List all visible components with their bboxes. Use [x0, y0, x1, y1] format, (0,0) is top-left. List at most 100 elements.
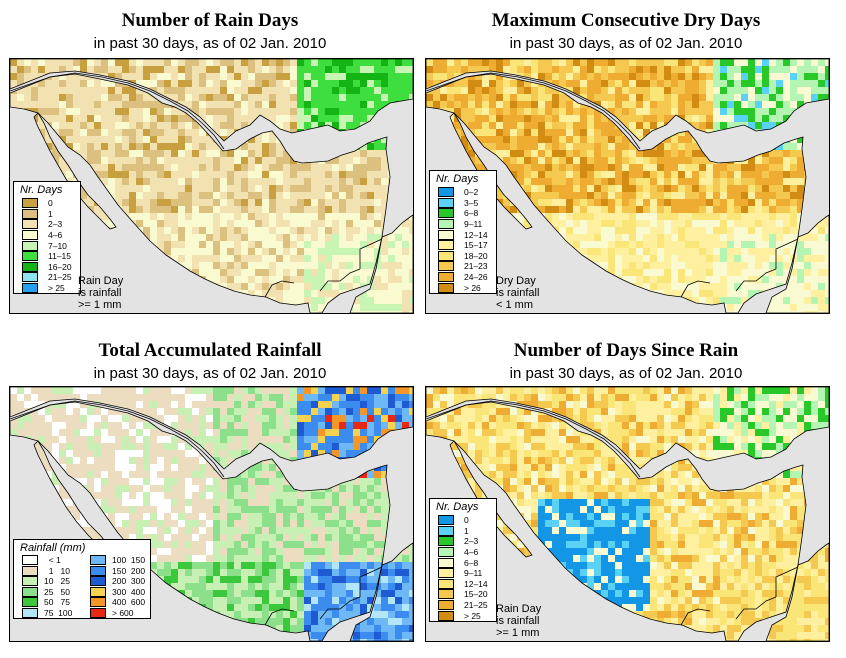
- legend-item: 4–6: [14, 230, 80, 241]
- legend-swatch: [22, 597, 38, 608]
- coastline: [765, 214, 829, 313]
- legend-label: 24–26: [464, 272, 488, 283]
- legend-label: 21–23: [464, 261, 488, 272]
- legend-label: 12–14: [464, 578, 488, 589]
- panel-subtitle: in past 30 days, as of 02 Jan. 2010: [509, 35, 743, 52]
- legend-swatch: [438, 610, 454, 621]
- legend-title: Rainfall (mm): [20, 542, 86, 554]
- legend-item: 7–10: [14, 240, 80, 251]
- legend-item: 200 300: [86, 576, 150, 587]
- legend-label: 0: [464, 515, 469, 526]
- legend-label: 75 100: [44, 607, 73, 618]
- coastline: [765, 542, 829, 641]
- legend-swatch: [90, 586, 106, 597]
- legend-label: > 25: [464, 610, 481, 621]
- note-line: is rainfall: [78, 287, 122, 299]
- legend-item: 0–2: [430, 187, 496, 198]
- legend-label: 9–11: [464, 568, 483, 579]
- legend-label: 0: [48, 198, 53, 209]
- legend-item: > 25: [14, 283, 80, 294]
- legend-label: 2–3: [464, 536, 479, 547]
- legend-label: 16–20: [48, 261, 72, 272]
- map-total-rainfall: Rainfall (mm) < 1 100 150 1 10 150 200 10 2…: [9, 386, 414, 642]
- map-legend: Nr. Days 0 1 2–3 4–6 7–10 11–15 16–20 21–25 > 25: [13, 181, 81, 295]
- legend-item: 15–17: [430, 240, 496, 251]
- legend-item: 9–11: [430, 219, 496, 230]
- note-line: >= 1 mm: [496, 627, 540, 639]
- legend-item: < 1: [18, 555, 82, 566]
- legend-label: 3–5: [464, 197, 479, 208]
- legend-label: 25 50: [44, 586, 70, 597]
- legend-swatch: [90, 565, 106, 576]
- map-dry-days: Nr. Days 0–2 3–5 6–8 9–11 12–14 15–17 18–20 21–…: [425, 58, 830, 314]
- legend-label: 1: [464, 525, 469, 536]
- country-border: [359, 566, 383, 597]
- map-legend: Nr. Days 0–2 3–5 6–8 9–11 12–14 15–17 18–20 21–…: [429, 170, 497, 294]
- legend-swatch: [438, 229, 454, 240]
- country-border: [264, 280, 295, 298]
- legend-swatch: [22, 283, 38, 294]
- coastline: [349, 542, 413, 641]
- legend-swatch: [22, 261, 38, 272]
- legend-item: 21–25: [14, 272, 80, 283]
- panel-rain-days: Number of Rain Days in past 30 days, as …: [0, 0, 420, 326]
- legend-item: > 25: [430, 610, 496, 621]
- country-border: [426, 400, 641, 478]
- coastline: [426, 401, 807, 641]
- legend-swatch: [438, 525, 454, 536]
- coastline: [426, 387, 829, 470]
- country-border: [319, 268, 361, 292]
- map-canvas: [10, 59, 413, 313]
- legend-label: 200 300: [112, 576, 146, 587]
- map-note: Rain Day is rainfall >= 1 mm: [78, 275, 123, 311]
- country-border: [10, 72, 225, 150]
- panel-subtitle: in past 30 days, as of 02 Jan. 2010: [509, 365, 743, 382]
- note-line: is rainfall: [496, 287, 540, 299]
- legend-label: > 26: [464, 282, 481, 293]
- legend-swatch: [438, 578, 454, 589]
- legend-label: 6–8: [464, 557, 479, 568]
- legend-swatch: [22, 586, 38, 597]
- coastline: [449, 112, 533, 230]
- legend-label: 0–2: [464, 187, 479, 198]
- country-border: [680, 280, 711, 298]
- panel-days-since-rain: Number of Days Since Rain in past 30 day…: [416, 330, 836, 656]
- legend-label: 4–6: [464, 547, 479, 558]
- note-line: Rain Day: [496, 603, 542, 615]
- legend-label: 9–11: [464, 219, 483, 230]
- legend-swatch: [22, 272, 38, 283]
- note-line: Dry Day: [496, 275, 536, 287]
- legend-swatch: [22, 240, 38, 251]
- legend-swatch: [22, 230, 38, 241]
- legend-swatch: [90, 555, 106, 566]
- legend-item: 12–14: [430, 229, 496, 240]
- legend-label: 21–25: [48, 272, 72, 283]
- legend-item: 0: [14, 198, 80, 209]
- legend-item: 18–20: [430, 250, 496, 262]
- country-border: [775, 238, 799, 269]
- legend-label: 50 75: [44, 597, 70, 608]
- country-border: [680, 608, 711, 626]
- country-border: [319, 596, 361, 620]
- panel-title: Number of Days Since Rain: [513, 340, 739, 361]
- panel-subtitle: in past 30 days, as of 02 Jan. 2010: [93, 35, 327, 52]
- legend-item: 16–20: [14, 261, 80, 273]
- legend-swatch: [22, 565, 38, 576]
- legend-swatch: [438, 557, 454, 568]
- legend-item: 0: [430, 515, 496, 526]
- legend-swatch: [22, 607, 38, 618]
- legend-swatch: [22, 576, 38, 587]
- note-line: < 1 mm: [496, 299, 533, 311]
- legend-items: < 1 100 150 1 10 150 200 10 25 200 300 25 50 3…: [14, 555, 150, 618]
- legend-swatch: [438, 272, 454, 283]
- legend-label: 300 400: [112, 586, 146, 597]
- legend-swatch: [90, 576, 106, 587]
- coastline: [449, 440, 533, 558]
- legend-item: 24–26: [430, 272, 496, 283]
- panel-title: Total Accumulated Rainfall: [98, 340, 322, 361]
- map-note: Dry Day is rainfall < 1 mm: [496, 275, 539, 311]
- legend-item: 150 200: [86, 565, 150, 577]
- legend-swatch: [22, 208, 38, 219]
- legend-item: 10 25: [18, 576, 82, 587]
- legend-title: Nr. Days: [20, 184, 63, 196]
